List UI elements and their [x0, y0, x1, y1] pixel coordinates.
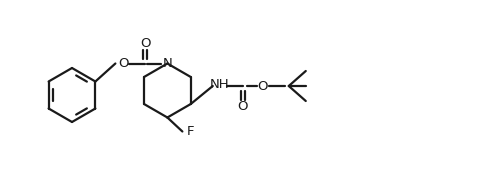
Text: NH: NH [210, 78, 230, 90]
Text: O: O [258, 80, 268, 92]
Text: O: O [118, 57, 129, 70]
Text: O: O [140, 37, 150, 50]
Text: O: O [238, 99, 248, 113]
Text: N: N [163, 57, 172, 70]
Text: F: F [187, 125, 194, 138]
